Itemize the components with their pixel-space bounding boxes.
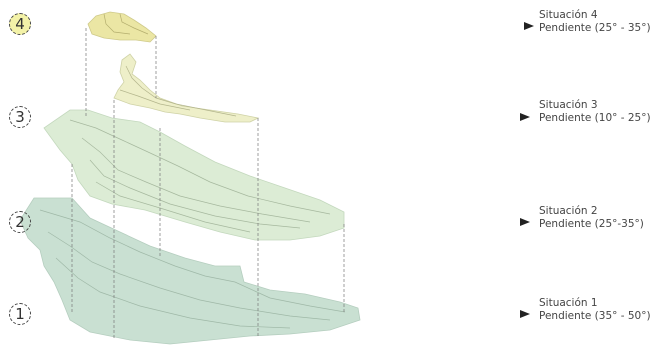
level-4-terrain <box>87 11 157 43</box>
level-3-shape <box>113 53 260 123</box>
level-1-number: 1 <box>9 303 31 325</box>
level-1-contour-c <box>55 257 291 329</box>
level-2-number: 2 <box>9 211 31 233</box>
level-4-situation: Situación 4 <box>539 9 598 21</box>
level-3-label: Situación 3 Pendiente (10° - 25°) <box>539 99 651 125</box>
level-4-contour-b <box>119 13 149 35</box>
level-3-contour-b <box>119 89 191 111</box>
level-1-label: Situación 1 Pendiente (35° - 50°) <box>539 297 651 323</box>
level-2-shape <box>43 109 345 241</box>
arrow-level-1 <box>366 310 530 318</box>
level-2-label: Situación 2 Pendiente (25°-35°) <box>539 205 644 231</box>
level-2-contour-a <box>69 119 331 215</box>
level-1-contour-b <box>47 231 331 321</box>
level-4-shape <box>87 11 157 43</box>
level-2-contour-b <box>81 137 311 223</box>
arrows <box>366 22 534 318</box>
level-1-contour-a <box>39 209 346 313</box>
level-2-situation: Situación 2 <box>539 205 598 217</box>
arrow-level-4 <box>366 22 534 30</box>
level-2-contour-c <box>89 159 301 229</box>
level-3-situation: Situación 3 <box>539 99 598 111</box>
level-1-situation: Situación 1 <box>539 297 598 309</box>
level-3-number: 3 <box>9 106 31 128</box>
level-2-terrain <box>43 109 345 241</box>
arrow-level-3 <box>366 113 530 121</box>
level-4-contour-a <box>103 13 131 35</box>
level-1-slope: Pendiente (35° - 50°) <box>539 310 651 322</box>
level-1-terrain <box>19 197 361 345</box>
level-3-slope: Pendiente (10° - 25°) <box>539 112 651 124</box>
level-4-label: Situación 4 Pendiente (25° - 35°) <box>539 9 651 35</box>
level-2-slope: Pendiente (25°-35°) <box>539 218 644 230</box>
level-4-slope: Pendiente (25° - 35°) <box>539 22 651 34</box>
level-3-terrain <box>113 53 260 123</box>
level-4-number: 4 <box>9 13 31 35</box>
arrow-level-2 <box>366 218 530 226</box>
projection-lines <box>71 28 345 340</box>
